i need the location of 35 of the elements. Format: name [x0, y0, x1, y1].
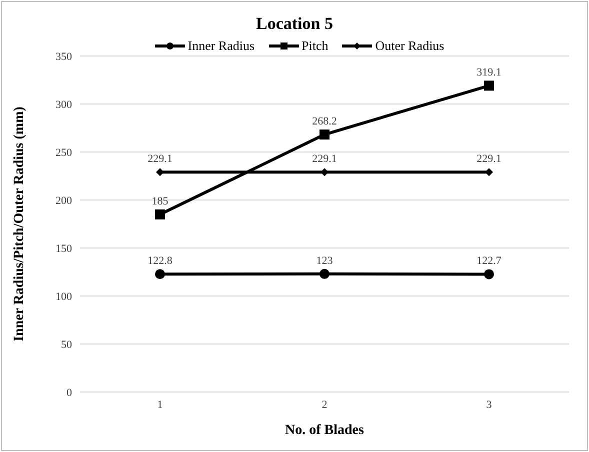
- y-axis-title: Inner Radius/Pitch/Outer Radius (mm): [12, 106, 27, 342]
- y-tick-label: 100: [56, 290, 72, 303]
- data-label: 122.8: [148, 255, 173, 268]
- point: [156, 168, 164, 176]
- legend-label: Inner Radius: [188, 38, 255, 54]
- x-tick-label: 1: [157, 398, 163, 411]
- data-label: 229.1: [148, 153, 172, 166]
- x-axis-title: No. of Blades: [285, 423, 365, 438]
- y-tick-label: 50: [61, 338, 72, 351]
- y-tick-label: 200: [56, 194, 72, 207]
- point: [320, 130, 330, 140]
- x-tick-label: 3: [486, 398, 492, 411]
- data-label: 229.1: [312, 153, 337, 166]
- point: [485, 168, 493, 176]
- data-label: 123: [316, 254, 334, 267]
- legend-label: Pitch: [302, 38, 328, 54]
- legend-label: Outer Radius: [375, 38, 444, 54]
- point: [484, 80, 494, 91]
- data-label: 229.1: [476, 153, 502, 166]
- data-label: 122.7: [476, 255, 502, 268]
- y-tick-label: 300: [56, 98, 72, 111]
- y-tick-label: 350: [56, 50, 72, 63]
- data-label: 319.1: [476, 66, 502, 79]
- point: [320, 268, 330, 279]
- point: [484, 269, 494, 280]
- y-tick-label: 250: [56, 146, 72, 159]
- data-label: 185: [152, 195, 169, 208]
- chart-title: Location 5: [255, 14, 334, 34]
- y-tick-label: 0: [66, 386, 72, 399]
- data-label: 268.2: [312, 116, 337, 128]
- x-tick-label: 2: [322, 398, 328, 411]
- y-tick-label: 150: [56, 242, 72, 255]
- point: [320, 168, 328, 176]
- point: [155, 269, 165, 280]
- point: [155, 209, 165, 220]
